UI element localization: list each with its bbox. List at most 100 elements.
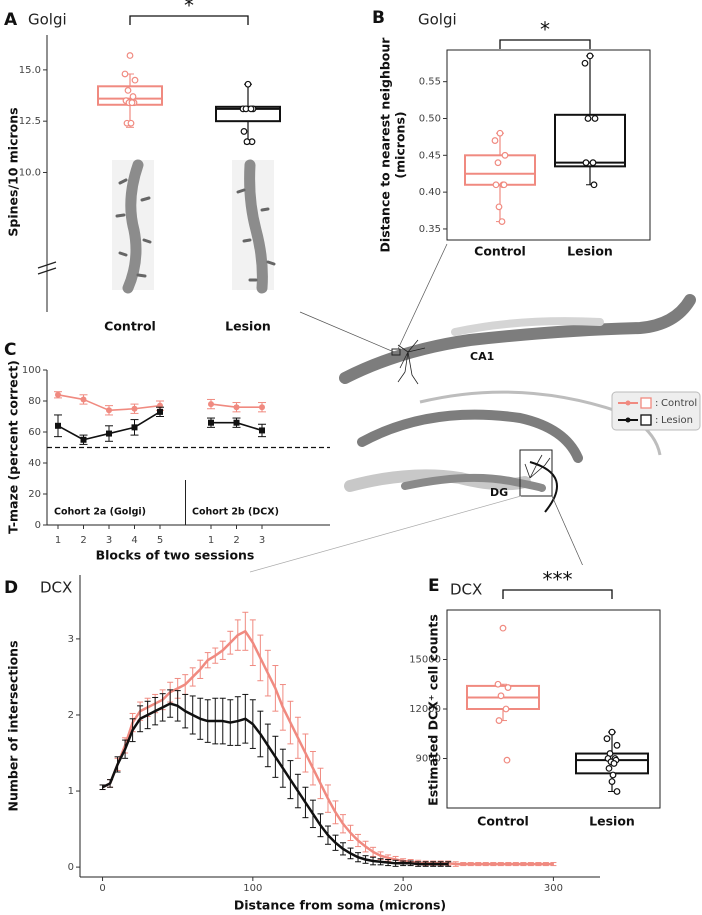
error-bar (550, 862, 557, 867)
data-point (126, 52, 134, 59)
error-bar (430, 861, 437, 867)
significance-label: * (540, 18, 550, 42)
data-point (582, 159, 590, 167)
error-bar (370, 856, 377, 866)
data-point (589, 159, 597, 167)
error-bar (174, 690, 181, 722)
error-bar (294, 716, 301, 759)
x-tick-label: Lesion (225, 319, 271, 334)
x-tick-label: Lesion (589, 814, 635, 829)
data-point (586, 52, 594, 60)
panel-title: Golgi (418, 11, 457, 29)
error-bar (99, 784, 106, 791)
legend-box-icon (640, 397, 652, 409)
error-bar (385, 859, 392, 867)
data-point (613, 741, 621, 749)
error-bar (219, 697, 226, 745)
y-tick-label: 60 (28, 427, 41, 438)
ca1-neuron (397, 339, 426, 385)
significance-label: *** (543, 568, 573, 592)
error-bar (332, 800, 339, 825)
x-tick-label: 1 (208, 535, 214, 546)
dg-blade (401, 473, 546, 492)
y-tick-label: 12000 (409, 704, 441, 715)
marker (131, 405, 138, 412)
error-bar (340, 842, 347, 856)
error-bar (370, 846, 377, 857)
plot-frame (446, 49, 651, 241)
y-axis-label: Spines/10 microns (6, 107, 21, 236)
y-tick-label: 0.55 (419, 77, 441, 88)
marker (259, 427, 265, 434)
marker (55, 422, 61, 429)
data-point (127, 119, 135, 127)
data-point (603, 735, 611, 743)
error-bar (482, 862, 489, 867)
error-bar (144, 700, 151, 730)
data-point (247, 105, 255, 113)
panel-label: A (4, 10, 18, 30)
ca1-light (451, 317, 604, 336)
x-tick-label: 2 (233, 535, 239, 546)
dg-inset-box (519, 449, 553, 497)
error-bar (152, 696, 159, 726)
error-bar (272, 665, 279, 712)
error-bar (407, 860, 414, 867)
marker (208, 401, 214, 408)
x-tick-label: Control (104, 319, 156, 334)
legend-marker (625, 400, 631, 406)
significance-bracket (499, 39, 591, 49)
error-bar (400, 860, 407, 867)
data-point (613, 788, 621, 795)
error-bar (264, 723, 271, 768)
data-point (609, 771, 617, 779)
error-bar (347, 847, 354, 860)
data-point (240, 128, 248, 135)
data-point (608, 728, 616, 736)
series-line (101, 702, 449, 866)
box (554, 113, 626, 168)
error-bar (189, 695, 196, 735)
y-axis-label: (microns) (393, 111, 408, 178)
error-bar (264, 649, 271, 697)
y-tick-label: 0.40 (419, 187, 441, 198)
error-bar (527, 862, 534, 867)
hippocampus-diagram (249, 243, 696, 601)
error-bar (490, 862, 497, 867)
error-bar (227, 630, 234, 655)
error-bar (497, 862, 504, 867)
box (464, 154, 536, 186)
error-bar (377, 858, 384, 866)
error-bar (197, 659, 204, 679)
data-point (605, 765, 613, 772)
error-bar (182, 693, 189, 729)
x-tick-label: 3 (259, 535, 265, 546)
data-point (581, 59, 589, 67)
diagram-label: DG (490, 486, 508, 499)
data-point (503, 756, 511, 764)
error-bar (287, 700, 294, 745)
legend-separator: : (655, 415, 658, 426)
error-bar (234, 696, 241, 746)
error-bar (505, 862, 512, 867)
error-bar (167, 689, 174, 718)
error-bar (362, 855, 369, 864)
x-tick-label: 100 (243, 883, 262, 894)
error-bar (122, 739, 129, 759)
data-point (495, 717, 503, 724)
y-axis-label: Estimated DCX⁺ cell counts (426, 614, 441, 806)
error-bar (542, 862, 549, 867)
error-bar (197, 697, 204, 740)
data-point (591, 115, 599, 122)
panel-background (425, 565, 695, 837)
data-point (590, 181, 598, 189)
error-bar (227, 699, 234, 746)
y-tick-label: 0.35 (419, 224, 441, 235)
x-tick-label: Control (477, 814, 529, 829)
annotation: Cohort 2a (Golgi) (54, 507, 146, 518)
error-bar (249, 699, 256, 749)
panel-title: DCX (40, 579, 72, 597)
y-tick-label: 20 (28, 489, 41, 500)
data-point (504, 684, 512, 691)
data-point (121, 70, 129, 78)
